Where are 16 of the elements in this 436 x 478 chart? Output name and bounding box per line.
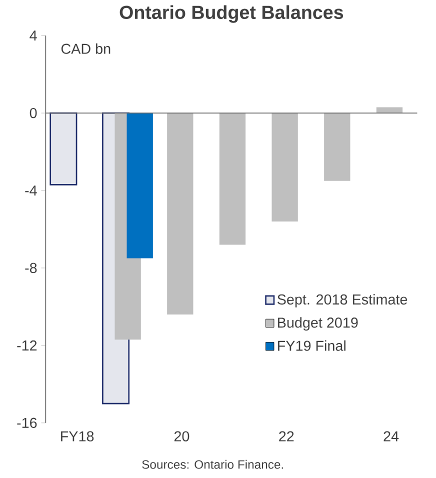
x-tick-label: 22 <box>279 431 294 442</box>
x-tick-label: 24 <box>384 431 399 442</box>
x-tick-label: 20 <box>174 431 190 442</box>
x-tick-label: FY18 <box>60 431 94 442</box>
chart-title: Ontario Budget Balances <box>120 5 343 23</box>
y-tick-label: -16 <box>17 418 37 428</box>
legend-label: Sept. 2018 Estimate <box>277 294 408 308</box>
legend-label: FY19 Final <box>278 340 346 351</box>
source-note: Sources: Ontario Finance. <box>142 460 283 469</box>
legend-label: Budget 2019 <box>278 317 358 331</box>
y-tick-label: 4 <box>30 30 37 41</box>
y-tick-label: -12 <box>17 340 37 350</box>
y-axis-title: CAD bn <box>61 43 110 54</box>
y-tick-label: -8 <box>25 262 37 274</box>
y-tick-label: -4 <box>25 186 37 196</box>
y-tick-label: 0 <box>30 108 37 118</box>
